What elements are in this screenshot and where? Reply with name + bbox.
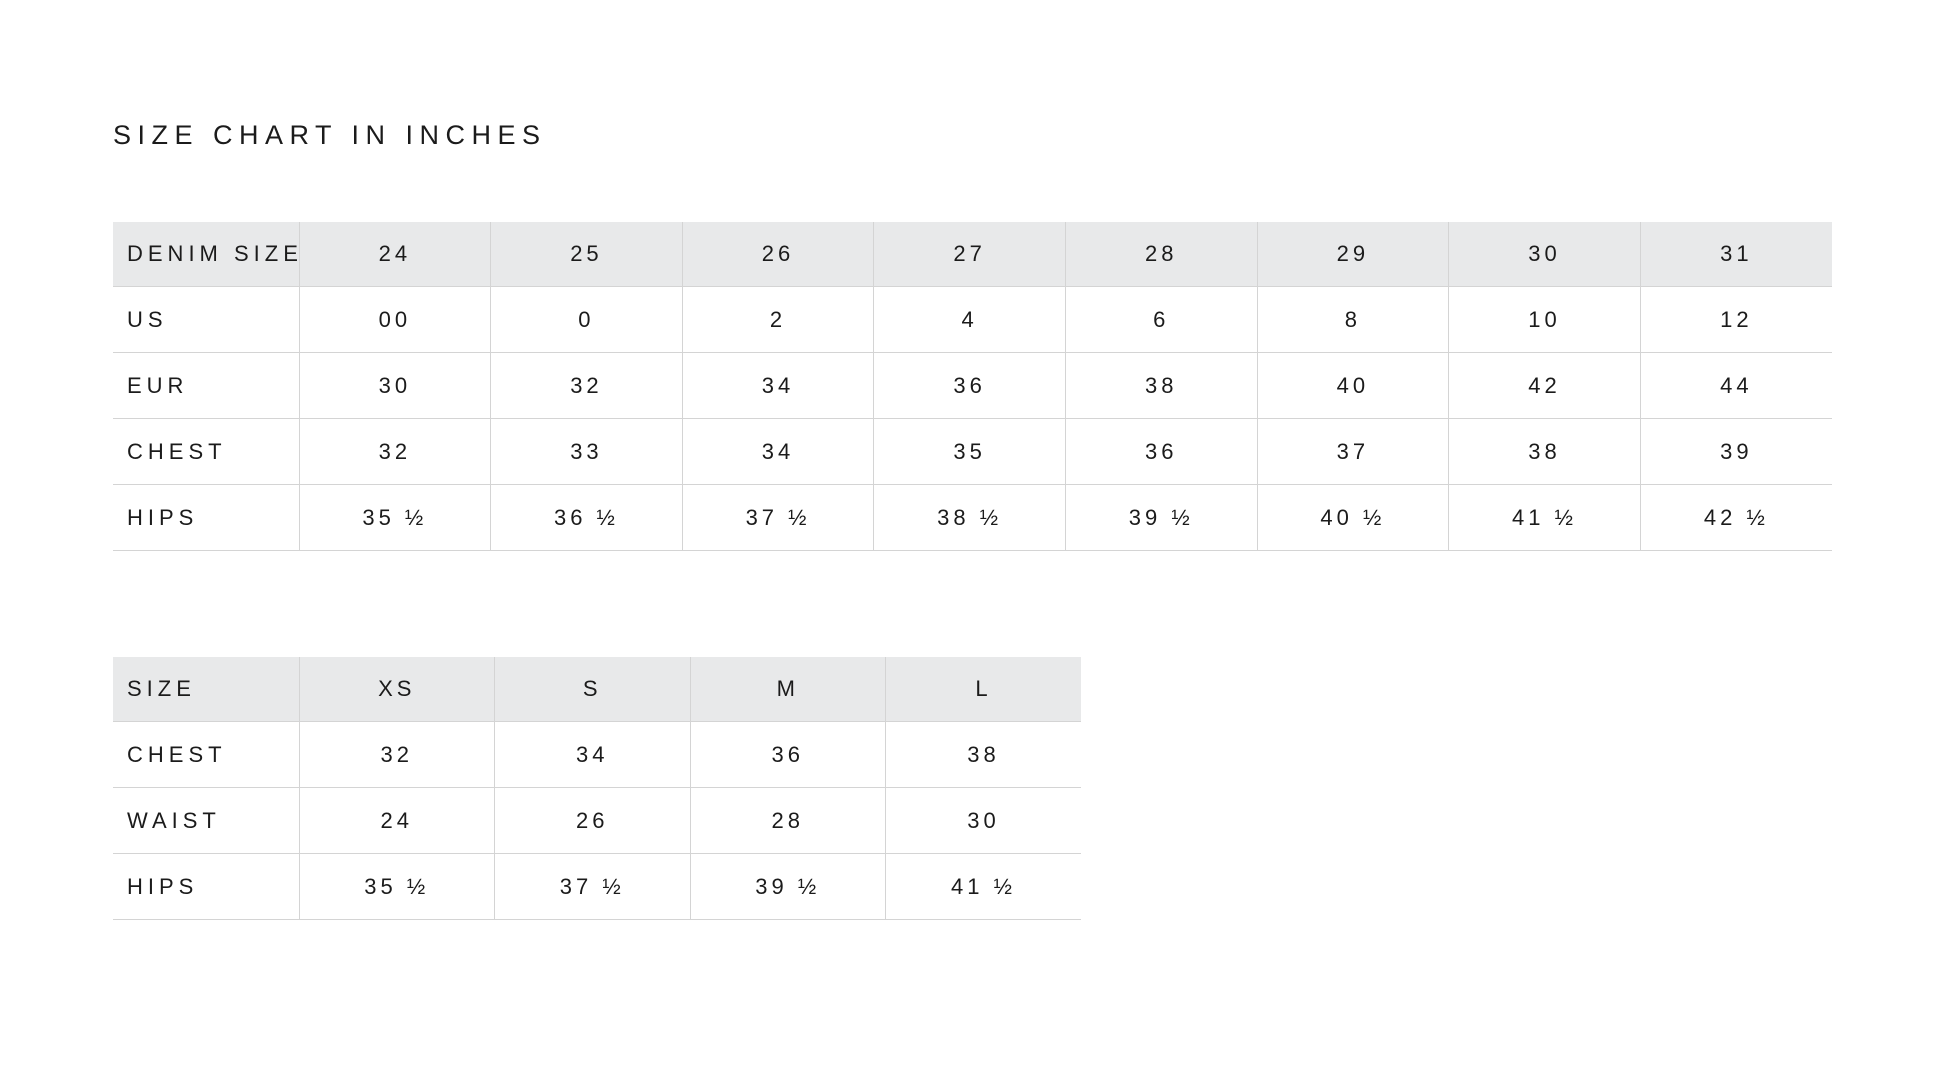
denim-cell-eur-28: 38 — [1064, 352, 1258, 419]
denim-cell-us-31: 12 — [1639, 286, 1832, 353]
denim-row-label-us: US — [113, 286, 300, 353]
denim-cell-chest-28: 36 — [1064, 418, 1258, 485]
denim-cell-eur-29: 40 — [1256, 352, 1449, 419]
denim-cell-hips-24: 35 ½ — [298, 484, 491, 551]
denim-cell-eur-26: 34 — [681, 352, 874, 419]
denim-col-header-27: 27 — [873, 222, 1066, 287]
denim-col-header-30: 30 — [1448, 222, 1641, 287]
letter-corner-label: SIZE — [113, 657, 299, 722]
denim-cell-hips-26: 37 ½ — [681, 484, 874, 551]
letter-cell-hips-s: 37 ½ — [494, 853, 690, 920]
letter-col-header-s: S — [494, 657, 690, 722]
denim-cell-chest-26: 34 — [681, 418, 874, 485]
denim-col-header-31: 31 — [1639, 222, 1832, 287]
letter-cell-hips-l: 41 ½ — [885, 853, 1081, 920]
letter-cell-waist-xs: 24 — [298, 787, 495, 854]
letter-cell-waist-s: 26 — [494, 787, 690, 854]
denim-cell-eur-31: 44 — [1639, 352, 1832, 419]
denim-cell-eur-24: 30 — [298, 352, 491, 419]
letter-cell-hips-m: 39 ½ — [689, 853, 886, 920]
denim-cell-chest-24: 32 — [298, 418, 491, 485]
denim-table-head: DENIM SIZE 24 25 26 27 28 29 30 31 — [113, 222, 1832, 287]
letter-col-header-m: M — [689, 657, 886, 722]
letter-table-body: CHEST 32 34 36 38 WAIST 24 26 28 30 HIPS… — [113, 721, 1081, 920]
letter-row-label-chest: CHEST — [113, 721, 299, 788]
letter-row-label-waist: WAIST — [113, 787, 299, 854]
denim-col-header-26: 26 — [681, 222, 874, 287]
denim-col-header-29: 29 — [1256, 222, 1449, 287]
table-row: HIPS 35 ½ 37 ½ 39 ½ 41 ½ — [113, 853, 1081, 920]
denim-cell-hips-27: 38 ½ — [873, 484, 1066, 551]
table-row: WAIST 24 26 28 30 — [113, 787, 1081, 854]
letter-cell-waist-l: 30 — [885, 787, 1081, 854]
letter-col-header-l: L — [885, 657, 1081, 722]
denim-corner-label: DENIM SIZE — [113, 222, 300, 287]
denim-cell-eur-25: 32 — [490, 352, 683, 419]
table-row: CHEST 32 33 34 35 36 37 38 39 — [113, 418, 1832, 485]
letter-cell-chest-m: 36 — [689, 721, 886, 788]
denim-cell-eur-27: 36 — [873, 352, 1066, 419]
denim-header-row: DENIM SIZE 24 25 26 27 28 29 30 31 — [113, 222, 1832, 287]
denim-cell-hips-25: 36 ½ — [490, 484, 683, 551]
letter-table-head: SIZE XS S M L — [113, 657, 1081, 722]
letter-cell-waist-m: 28 — [689, 787, 886, 854]
denim-cell-us-27: 4 — [873, 286, 1066, 353]
denim-cell-us-30: 10 — [1448, 286, 1641, 353]
denim-cell-us-24: 00 — [298, 286, 491, 353]
denim-cell-us-28: 6 — [1064, 286, 1258, 353]
denim-cell-hips-28: 39 ½ — [1064, 484, 1258, 551]
denim-cell-hips-31: 42 ½ — [1639, 484, 1832, 551]
letter-row-label-hips: HIPS — [113, 853, 299, 920]
letter-cell-chest-xs: 32 — [298, 721, 495, 788]
denim-row-label-chest: CHEST — [113, 418, 300, 485]
table-row: CHEST 32 34 36 38 — [113, 721, 1081, 788]
letter-header-row: SIZE XS S M L — [113, 657, 1081, 722]
denim-col-header-24: 24 — [298, 222, 491, 287]
denim-table-body: US 00 0 2 4 6 8 10 12 EUR 30 32 34 36 38… — [113, 286, 1832, 551]
denim-cell-hips-29: 40 ½ — [1256, 484, 1449, 551]
denim-row-label-eur: EUR — [113, 352, 300, 419]
letter-cell-hips-xs: 35 ½ — [298, 853, 495, 920]
denim-cell-eur-30: 42 — [1448, 352, 1641, 419]
denim-cell-us-25: 0 — [490, 286, 683, 353]
letter-col-header-xs: XS — [298, 657, 495, 722]
denim-cell-chest-25: 33 — [490, 418, 683, 485]
letter-cell-chest-l: 38 — [885, 721, 1081, 788]
denim-col-header-28: 28 — [1064, 222, 1258, 287]
letter-cell-chest-s: 34 — [494, 721, 690, 788]
page-title: SIZE CHART IN INCHES — [113, 120, 547, 150]
denim-cell-chest-27: 35 — [873, 418, 1066, 485]
denim-row-label-hips: HIPS — [113, 484, 300, 551]
denim-cell-us-26: 2 — [681, 286, 874, 353]
denim-cell-chest-31: 39 — [1639, 418, 1832, 485]
table-row: US 00 0 2 4 6 8 10 12 — [113, 286, 1832, 353]
denim-cell-chest-30: 38 — [1448, 418, 1641, 485]
table-row: HIPS 35 ½ 36 ½ 37 ½ 38 ½ 39 ½ 40 ½ 41 ½ … — [113, 484, 1832, 551]
denim-col-header-25: 25 — [490, 222, 683, 287]
denim-cell-hips-30: 41 ½ — [1448, 484, 1641, 551]
denim-size-table: DENIM SIZE 24 25 26 27 28 29 30 31 US 00… — [113, 222, 1832, 551]
letter-size-table: SIZE XS S M L CHEST 32 34 36 38 WAIST 24… — [113, 657, 1081, 920]
table-row: EUR 30 32 34 36 38 40 42 44 — [113, 352, 1832, 419]
denim-cell-chest-29: 37 — [1256, 418, 1449, 485]
denim-cell-us-29: 8 — [1256, 286, 1449, 353]
